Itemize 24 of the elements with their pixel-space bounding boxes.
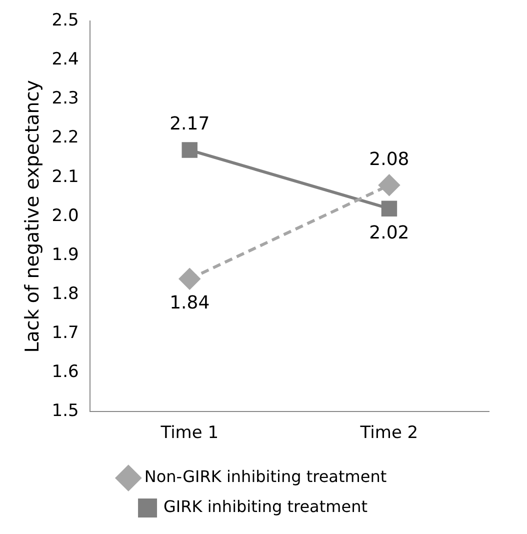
y-tick-label: 2.1 <box>52 166 79 187</box>
point <box>378 174 400 196</box>
point <box>179 268 200 290</box>
y-tick-label: 1.5 <box>52 401 79 422</box>
y-tick-label: 1.7 <box>52 322 79 343</box>
x-tick-label: Time 1 <box>160 423 219 444</box>
y-tick-label: 1.9 <box>52 244 79 265</box>
y-tick-label: 1.6 <box>52 362 79 382</box>
data-label: 1.84 <box>170 292 210 314</box>
y-axis-title: Lack of negative expectancy <box>21 80 44 353</box>
data-label: 2.02 <box>369 222 410 244</box>
point <box>182 142 198 158</box>
data-label: 2.08 <box>369 148 410 170</box>
y-tick-label: 2.3 <box>52 88 79 109</box>
y-tick-label: 2.4 <box>52 50 79 70</box>
y-tick-label: 2.2 <box>52 128 79 148</box>
y-tick-label: 2.0 <box>52 206 79 226</box>
y-tick-label: 1.8 <box>52 284 79 304</box>
point <box>381 200 398 216</box>
data-label: 2.17 <box>170 114 210 135</box>
legend-label: Non-GIRK inhibiting treatment <box>144 467 387 486</box>
x-tick-label: Time 2 <box>359 423 418 444</box>
y-tick-label: 2.5 <box>52 10 79 31</box>
legend-label: GIRK inhibiting treatment <box>164 497 368 516</box>
